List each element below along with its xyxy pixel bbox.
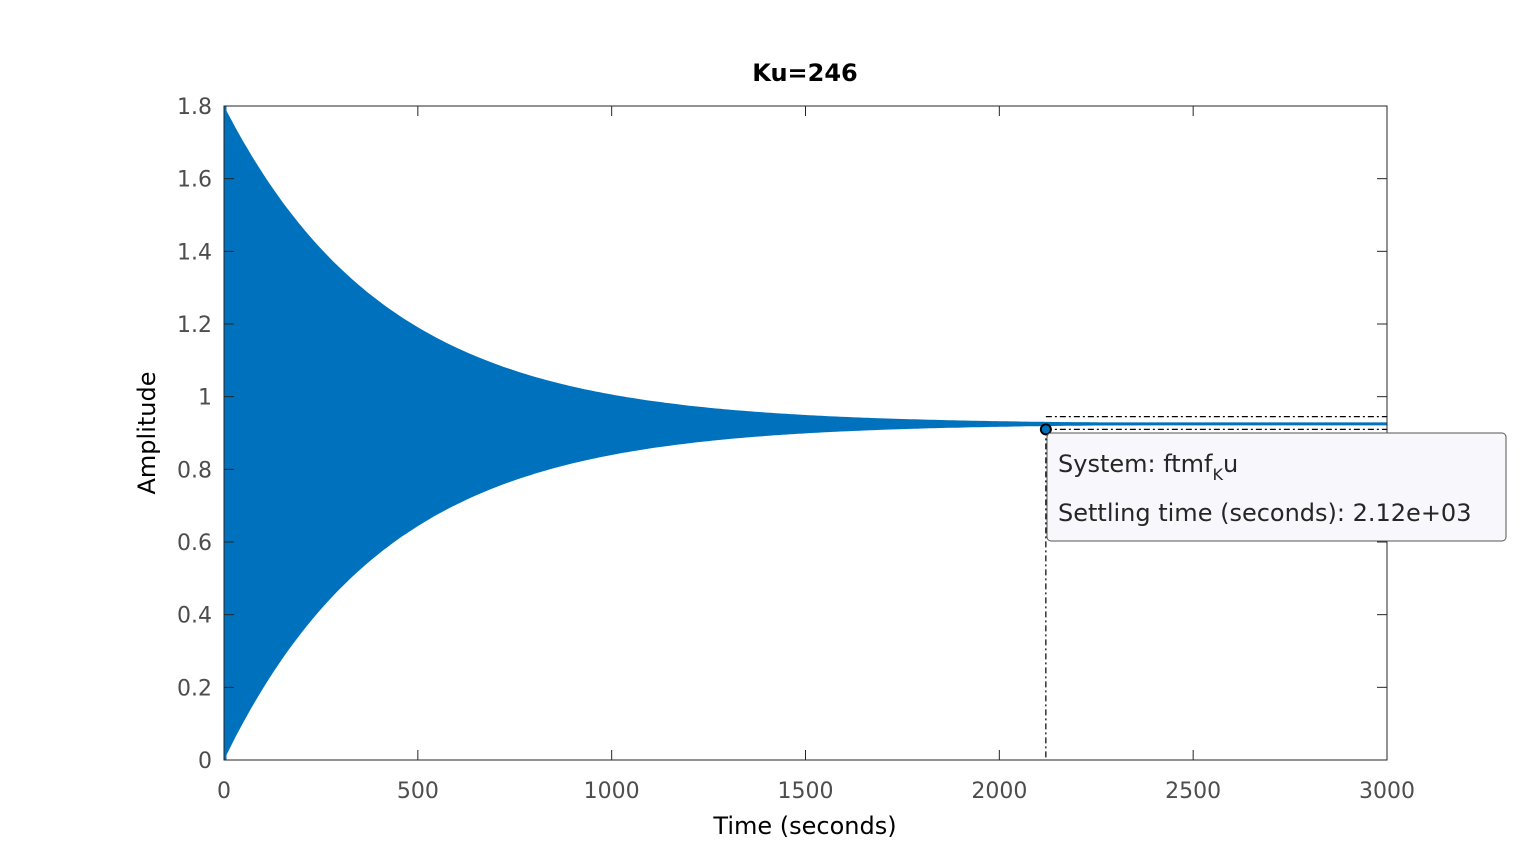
y-tick-labels: 0 0.2 0.4 0.6 0.8 1 1.2 1.4 1.6 1.8 <box>177 95 212 774</box>
x-tick-label: 2500 <box>1165 779 1221 804</box>
datatip-box <box>1046 432 1507 542</box>
y-tick-label: 1.2 <box>177 313 212 338</box>
x-tick-label: 0 <box>217 779 231 804</box>
axis-ticks <box>223 105 1388 761</box>
x-tick-label: 1500 <box>778 779 834 804</box>
y-tick-label: 1.4 <box>177 240 212 265</box>
y-tick-label: 0 <box>198 749 212 774</box>
x-tick-label: 500 <box>397 779 439 804</box>
settling-guides <box>1045 416 1387 760</box>
y-tick-label: 0.6 <box>177 531 212 556</box>
datatip[interactable]: System: ftmfKu Settling time (seconds): … <box>1046 432 1507 542</box>
y-tick-label: 1 <box>198 386 212 411</box>
settling-time-marker[interactable] <box>1039 423 1052 436</box>
datatip-system-label: System: ftmf <box>1058 450 1213 478</box>
y-tick-label: 1.6 <box>177 168 212 193</box>
datatip-system-text: System: ftmfKu <box>1058 450 1238 484</box>
x-tick-labels: 0 500 1000 1500 2000 2500 3000 <box>217 779 1415 804</box>
datatip-system-subscript: K <box>1212 465 1223 484</box>
y-tick-label: 0.2 <box>177 676 212 701</box>
datatip-system-suffix: u <box>1223 450 1238 478</box>
chart-title: Ku=246 <box>752 59 857 87</box>
x-tick-label: 3000 <box>1359 779 1415 804</box>
y-axis-label: Amplitude <box>133 372 161 495</box>
response-envelope <box>224 106 1387 760</box>
x-tick-label: 1000 <box>584 779 640 804</box>
x-axis-label: Time (seconds) <box>712 812 896 840</box>
x-tick-label: 2000 <box>971 779 1027 804</box>
y-tick-label: 0.8 <box>177 458 212 483</box>
y-tick-label: 0.4 <box>177 604 212 629</box>
y-tick-label: 1.8 <box>177 95 212 120</box>
datatip-settling-text: Settling time (seconds): 2.12e+03 <box>1058 499 1471 527</box>
